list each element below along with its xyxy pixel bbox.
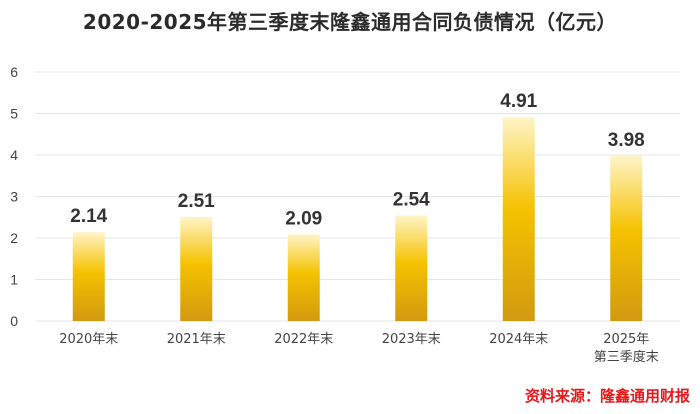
data-label: 3.98 xyxy=(608,130,645,151)
bar xyxy=(395,215,428,321)
x-tick-label: 2021年末 xyxy=(167,332,226,347)
x-tick-label: 2020年末 xyxy=(59,332,118,347)
source-note: 资料来源：隆鑫通用财报 xyxy=(524,387,690,405)
x-tick-label: 2025年第三季度末 xyxy=(594,332,659,365)
chart-title: 2020-2025年第三季度末隆鑫通用合同负债情况（亿元） xyxy=(82,10,618,34)
y-tick-label: 4 xyxy=(10,147,18,163)
x-tick-label: 2024年末 xyxy=(489,332,548,347)
y-tick-label: 2 xyxy=(10,230,18,246)
bar xyxy=(287,234,320,321)
x-tick-label: 2023年末 xyxy=(382,332,441,347)
data-label: 2.09 xyxy=(285,208,322,229)
y-tick-label: 5 xyxy=(10,106,18,122)
bar xyxy=(180,216,213,321)
data-label: 2.14 xyxy=(70,206,107,227)
y-tick-label: 3 xyxy=(10,189,18,205)
bar xyxy=(502,117,535,321)
x-tick-label: 2022年末 xyxy=(274,332,333,347)
bar xyxy=(610,155,643,321)
y-tick-label: 6 xyxy=(10,64,18,80)
data-label: 2.54 xyxy=(393,190,430,211)
y-tick-label: 0 xyxy=(10,313,18,329)
bar xyxy=(72,232,105,321)
y-tick-label: 1 xyxy=(10,272,18,288)
data-label: 4.91 xyxy=(500,91,537,112)
data-label: 2.51 xyxy=(178,191,215,212)
